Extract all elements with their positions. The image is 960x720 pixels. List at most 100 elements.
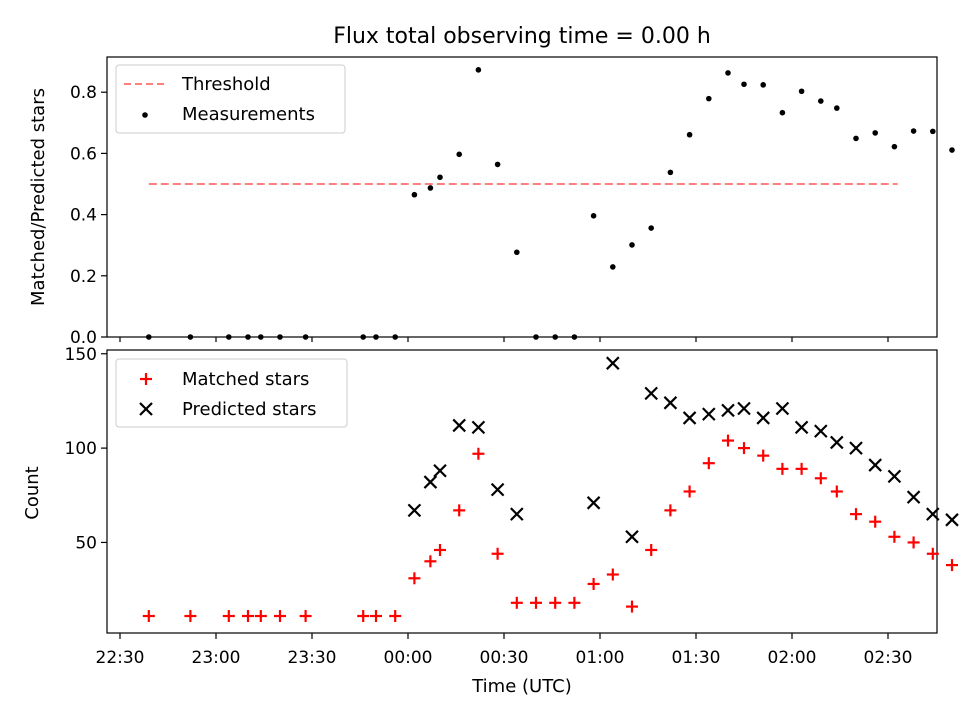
measurement-point	[411, 191, 418, 198]
threshold-legend-label: Threshold	[181, 74, 271, 95]
matched-star-point	[568, 596, 581, 609]
measurement-point	[258, 334, 264, 340]
predicted-legend-label: Predicted stars	[182, 399, 316, 420]
top-y-tick-label: 0.6	[70, 144, 97, 164]
bottom-legend-box	[115, 358, 348, 428]
bottom-y-axis-label: Count	[22, 466, 43, 519]
matched-star-point	[184, 610, 197, 623]
predicted-star-point	[721, 403, 735, 418]
matched-star-point	[757, 449, 770, 462]
measurement-point	[930, 128, 936, 135]
matched-star-point	[776, 462, 789, 475]
bottom-y-tick-label: 100	[65, 439, 97, 459]
predicted-star-point	[510, 507, 524, 521]
measurement-point	[725, 70, 731, 76]
matched-star-point	[434, 543, 446, 556]
matched-star-point	[683, 485, 696, 498]
measurement-point	[533, 334, 539, 340]
measurement-point	[891, 143, 898, 150]
bottom-panel: 50 100 150 22:30 23:00 23:30 00:00 00:30 01:00 01…	[22, 345, 959, 697]
predicted-star-point	[606, 356, 620, 370]
measurement-point	[392, 334, 399, 340]
predicted-legend-swatch	[139, 402, 153, 416]
predicted-star-point	[756, 411, 770, 425]
measurement-point	[629, 242, 635, 248]
measurement-point	[949, 147, 955, 153]
matched-star-point	[869, 515, 882, 528]
predicted-star-point	[868, 458, 882, 472]
measurement-point	[667, 169, 674, 176]
predicted-star-point	[452, 418, 466, 433]
measurement-point	[514, 249, 520, 256]
matched-star-point	[299, 610, 312, 623]
matched-star-point	[946, 559, 958, 572]
matched-star-point	[664, 504, 677, 517]
measurement-point	[571, 334, 578, 340]
predicted-star-point	[586, 496, 601, 510]
predicted-star-point	[794, 420, 809, 435]
measurement-point	[834, 105, 840, 111]
matched-star-point	[606, 568, 619, 581]
x-tick-label: 01:30	[672, 648, 721, 668]
matched-star-point	[142, 610, 155, 623]
measurement-point	[302, 334, 309, 340]
matched-star-point	[530, 596, 542, 609]
bottom-y-tick-label: 50	[75, 533, 97, 553]
matched-star-point	[491, 547, 504, 560]
matched-star-point	[408, 572, 421, 585]
matched-star-point	[888, 530, 901, 543]
predicted-star-point	[490, 482, 505, 497]
matched-star-point	[738, 442, 750, 455]
predicted-star-point	[814, 424, 828, 438]
chart-title: Flux total observing time = 0.00 h	[333, 24, 711, 49]
matched-star-point	[830, 485, 843, 498]
matched-star-point	[453, 504, 466, 517]
matched-star-point	[472, 447, 485, 460]
predicted-star-point	[702, 407, 716, 421]
measurements-legend-label: Measurements	[182, 104, 315, 125]
bottom-plot-frame	[106, 349, 938, 634]
measurement-point	[360, 334, 367, 340]
top-y-axis-label: Matched/Predicted stars	[28, 88, 49, 306]
predicted-star-point	[926, 507, 940, 521]
matched-star-point	[850, 508, 862, 521]
measurements-legend-swatch	[142, 112, 148, 118]
predicted-star-point	[625, 530, 639, 544]
measurement-point	[760, 82, 766, 88]
matched-star-point	[645, 543, 658, 556]
predicted-star-point	[775, 401, 790, 416]
matched-star-point	[926, 547, 939, 560]
measurement-point	[686, 131, 693, 138]
top-legend-box	[115, 64, 346, 134]
predicted-star-point	[830, 435, 844, 450]
measurement-point	[427, 185, 434, 191]
predicted-star-point	[906, 490, 921, 504]
matched-star-point	[274, 610, 286, 623]
matched-star-point	[549, 596, 562, 609]
matched-star-point	[907, 536, 920, 549]
matched-star-point	[702, 457, 715, 470]
measurement-point	[475, 67, 482, 73]
measurement-point	[373, 334, 379, 340]
predicted-star-point	[737, 401, 751, 416]
measurement-point	[146, 334, 152, 340]
x-tick-label: 02:00	[768, 648, 817, 668]
measurement-point	[910, 128, 917, 134]
predicted-star-point	[644, 386, 658, 401]
x-tick-label: 02:30	[864, 648, 913, 668]
matched-star-point	[242, 610, 254, 623]
matched-star-point	[626, 600, 638, 613]
matched-legend-label: Matched stars	[182, 369, 309, 390]
measurement-point	[648, 225, 654, 231]
measurement-point	[277, 334, 283, 340]
measurement-point	[552, 334, 558, 340]
top-plot-frame	[106, 56, 938, 338]
matched-star-point	[222, 610, 235, 623]
matched-star-point	[357, 610, 370, 623]
measurement-point	[818, 98, 824, 104]
x-axis-label: Time (UTC)	[471, 676, 572, 697]
matched-star-point	[587, 577, 600, 590]
measurement-point	[779, 109, 786, 116]
measurement-point	[187, 334, 194, 340]
top-legend: Threshold Measurements	[115, 64, 346, 134]
